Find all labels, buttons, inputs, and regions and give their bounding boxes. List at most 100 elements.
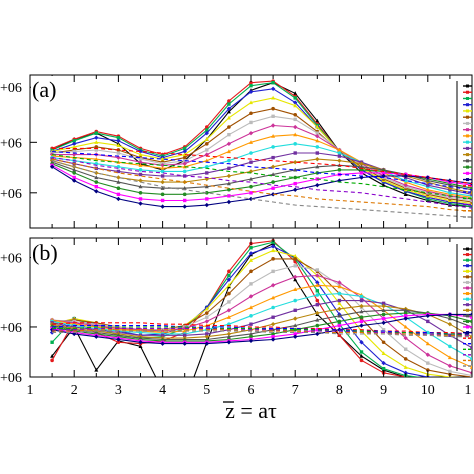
panel-b-series-10-point xyxy=(448,344,452,349)
panel-a-series-7-point xyxy=(138,157,143,161)
panel-a-series-2-point xyxy=(227,99,231,103)
panel-b-series-8-point xyxy=(315,273,320,278)
panel-b-legend-marker xyxy=(466,280,469,284)
panel-a-series-16-point xyxy=(138,201,143,206)
panel-a-legend-marker xyxy=(466,165,469,169)
panel-b-series-12-point xyxy=(469,334,472,339)
panel-b-series-4-point xyxy=(270,244,276,249)
panel-b-series-7-point xyxy=(426,361,430,365)
panel-a-series-5-point xyxy=(116,143,121,147)
panel-b-series-5-point xyxy=(293,253,298,258)
panel-b-legend-marker xyxy=(466,303,469,307)
panel-a-series-5-point xyxy=(204,137,209,141)
panel-a-series-14-point xyxy=(249,184,253,189)
panel-a-series-16-point xyxy=(315,182,320,188)
panel-a-legend-marker xyxy=(466,103,469,107)
panel-a-series-7-point xyxy=(470,198,472,203)
panel-b-series-10-point xyxy=(337,291,342,296)
panel-a-series-10-point xyxy=(138,168,143,172)
panel-a-series-14-point xyxy=(160,192,165,197)
panel-b-series-12-point xyxy=(293,316,298,321)
panel-b-series-13-point xyxy=(293,323,298,328)
panel-a-series-16-point xyxy=(160,204,165,209)
panel-b-series-8-point xyxy=(403,335,408,341)
panel-a-series-11-point xyxy=(426,183,430,187)
x-tick-label: 4 xyxy=(159,383,166,398)
panel-a-series-line-6 xyxy=(52,108,472,203)
panel-a-series-8-point xyxy=(226,141,232,147)
panel-b-series-6-point xyxy=(249,269,253,274)
panel-b-series-15-point xyxy=(293,332,297,336)
panel-b-series-8-point xyxy=(270,283,276,288)
panel-a-series-5-point xyxy=(293,103,298,108)
panel-a-series-4-point xyxy=(270,86,276,91)
panel-a-series-7-point xyxy=(205,148,209,152)
panel-a-series-11-point xyxy=(470,192,472,197)
panel-a-series-15-point xyxy=(359,171,364,175)
panel-b-series-15-point xyxy=(381,316,386,321)
panel-a-series-10-point xyxy=(160,169,165,174)
panel-b-series-15-point xyxy=(271,334,275,339)
panel-a-series-9-point xyxy=(249,140,253,144)
panel-a-series-4-point xyxy=(248,89,254,95)
panel-b-series-8-point xyxy=(447,363,453,369)
panel-a-series-5-point xyxy=(315,124,320,129)
panel-b-series-13-point xyxy=(271,327,276,332)
panel-b-series-14-point xyxy=(271,332,275,336)
panel-b-legend-marker xyxy=(466,297,469,301)
panel-b-series-12-point xyxy=(315,310,320,316)
panel-b-series-8-point xyxy=(425,352,430,357)
panel-b-series-9-point xyxy=(425,341,430,346)
panel-a-series-4-point xyxy=(94,135,99,140)
panel-a-legend-marker xyxy=(466,90,469,94)
panel-a-series-6-point xyxy=(293,112,298,117)
panel-a-series-4-point xyxy=(182,149,187,154)
panel-a-series-11-point xyxy=(249,160,253,164)
panel-a-series-16-point xyxy=(425,175,430,180)
panel-a-series-10-point xyxy=(271,145,275,149)
panel-b-series-6-point xyxy=(381,340,386,345)
panel-b-series-line-11 xyxy=(51,300,472,349)
panel-b-series-7-point xyxy=(227,300,231,304)
panel-b-legend-marker xyxy=(466,275,469,279)
panel-b-y-tick-label: +06 xyxy=(0,321,22,336)
panel-a-series-9-point xyxy=(204,158,209,163)
panel-a-series-7-point xyxy=(183,158,187,163)
panel-a-series-9-point xyxy=(315,138,320,143)
panel-a-y-tick-label: +06 xyxy=(0,136,22,151)
panel-b-series-2-point xyxy=(50,358,54,363)
panel-a-legend-fragment xyxy=(456,81,472,222)
panel-b-legend-marker xyxy=(466,253,469,257)
panel-b-series-3-point xyxy=(381,366,386,371)
panel-b-legend-marker xyxy=(466,308,469,312)
panel-b-legend-marker xyxy=(466,319,469,323)
panel-b-series-8-point xyxy=(337,280,342,285)
panel-a-series-6-point xyxy=(271,106,275,111)
panel-b-series-line-15 xyxy=(51,313,472,343)
panel-a-legend-marker xyxy=(466,121,469,125)
panel-b-legend-fragment xyxy=(456,244,472,371)
panel-a-series-line-20 xyxy=(52,157,472,209)
panel-b-label: (b) xyxy=(32,240,58,265)
panel-a-series-7-point xyxy=(72,149,76,154)
panel-b-series-line-2 xyxy=(51,240,411,377)
panel-b-series-16-point xyxy=(160,341,165,346)
panel-b-series-4-point xyxy=(403,370,408,376)
panel-a-series-7-point xyxy=(249,120,253,125)
panel-b-series-13-point xyxy=(337,313,342,318)
panel-a-series-10-point xyxy=(448,191,452,195)
panel-b-series-16-point xyxy=(182,341,187,346)
panel-b-series-4-point xyxy=(315,280,320,285)
panel-b-series-2-point xyxy=(227,269,231,274)
panel-a-y-tick-label: +06 xyxy=(0,187,22,202)
panel-b-series-4-point xyxy=(248,251,254,256)
panel-b-series-5-point xyxy=(403,365,408,369)
panel-a-series-14-point xyxy=(337,168,342,172)
panel-a-series-13-point xyxy=(116,179,121,184)
panel-b-legend-marker xyxy=(466,247,469,251)
panel-b-series-12-point xyxy=(226,331,232,337)
panel-a-series-5-point xyxy=(138,152,143,157)
panel-b-series-3-point xyxy=(227,273,231,278)
panel-a-series-6-point xyxy=(94,145,99,149)
